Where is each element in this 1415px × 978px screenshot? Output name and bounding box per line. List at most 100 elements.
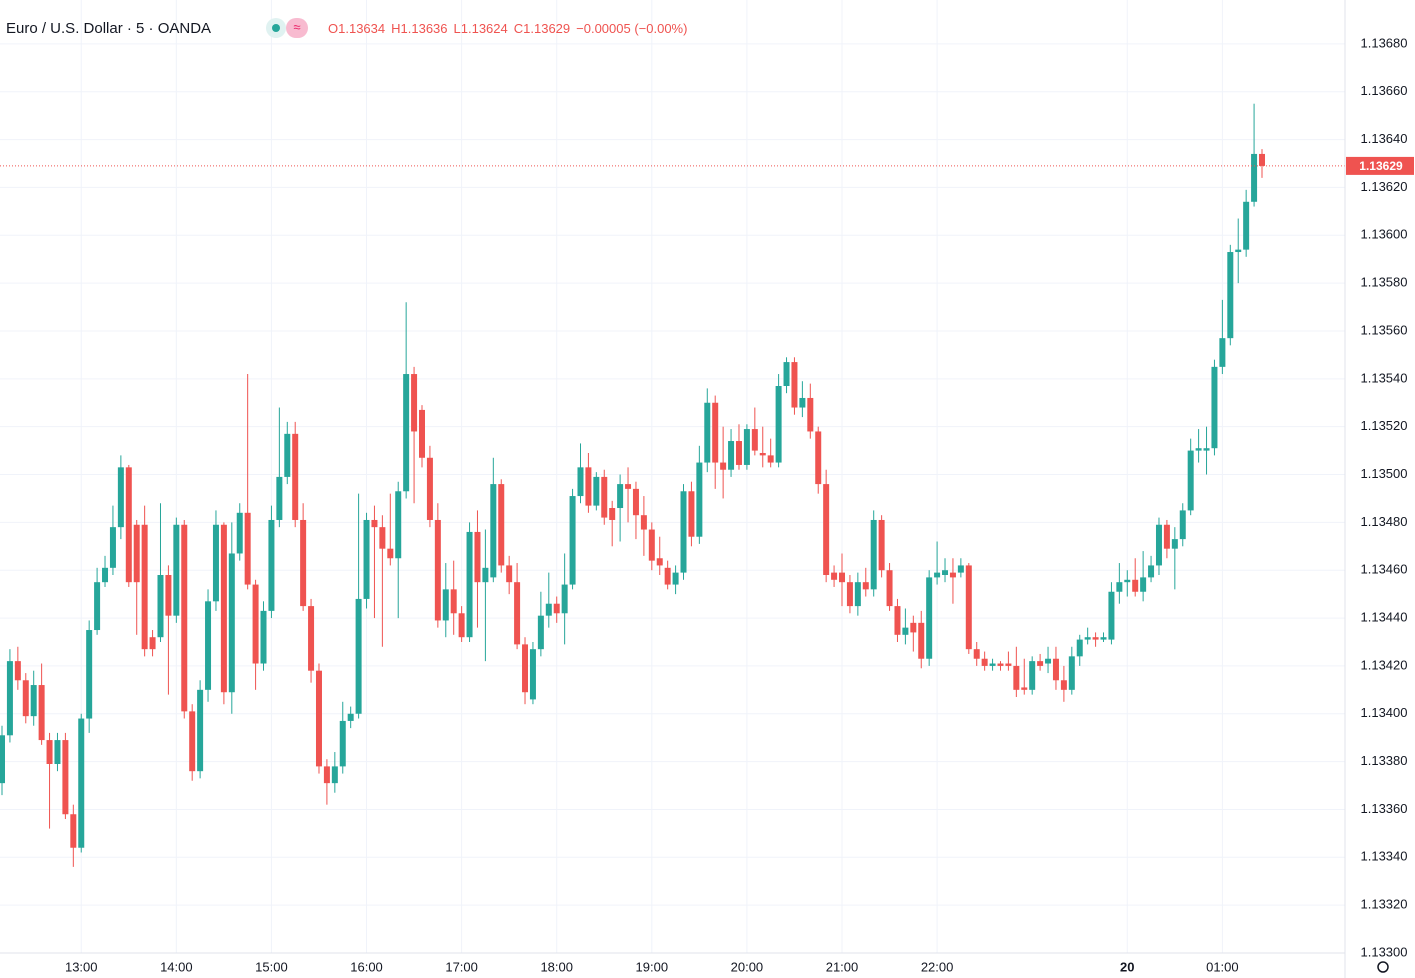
candle-body bbox=[878, 519, 885, 571]
candle-body bbox=[870, 519, 877, 590]
candle-body bbox=[926, 577, 933, 659]
status-dot bbox=[272, 24, 280, 32]
candle-body bbox=[522, 644, 529, 693]
candle-body bbox=[553, 603, 560, 614]
candle-body bbox=[696, 462, 703, 537]
candle-body bbox=[371, 519, 378, 528]
candle-body bbox=[973, 649, 980, 659]
candle-body bbox=[331, 766, 338, 784]
candle-body bbox=[514, 582, 521, 645]
candle-body bbox=[284, 433, 291, 477]
ohlc-key: O bbox=[328, 21, 338, 36]
candle-body bbox=[70, 814, 77, 848]
gear bbox=[1377, 961, 1389, 973]
candle-body bbox=[815, 431, 822, 485]
candle-body bbox=[38, 685, 45, 741]
last-price-tag bbox=[1346, 156, 1414, 175]
candle-body bbox=[1005, 663, 1012, 666]
candle-body bbox=[1227, 252, 1234, 339]
candle-body bbox=[902, 627, 909, 635]
candle-body bbox=[1116, 582, 1123, 592]
candle-body bbox=[1076, 639, 1083, 657]
candle-body bbox=[601, 476, 608, 518]
y-tick-label: 1.13400 bbox=[1361, 705, 1408, 720]
candle-body bbox=[14, 661, 21, 681]
candle-body bbox=[403, 374, 410, 492]
x-tick-label: 20:00 bbox=[731, 959, 764, 974]
settings-icon[interactable] bbox=[1377, 961, 1389, 973]
candle-body bbox=[1140, 577, 1147, 592]
candle-body bbox=[434, 519, 441, 621]
ohlc-legend: O1.13634 H1.13636 L1.13624 C1.13629 −0.00005… bbox=[328, 21, 687, 36]
y-tick-label: 1.13560 bbox=[1361, 322, 1408, 337]
candle-body bbox=[1163, 524, 1170, 549]
candle-body bbox=[688, 491, 695, 537]
candle-body bbox=[1092, 637, 1099, 640]
candle-body bbox=[743, 429, 750, 465]
last-price-label: 1.13629 bbox=[1359, 159, 1403, 173]
y-tick-label: 1.13380 bbox=[1361, 753, 1408, 768]
y-tick-label: 1.13500 bbox=[1361, 466, 1408, 481]
y-tick-label: 1.13360 bbox=[1361, 801, 1408, 816]
candle-body bbox=[712, 402, 719, 463]
candle-body bbox=[799, 397, 806, 408]
candle-body bbox=[292, 433, 299, 520]
candle-body bbox=[910, 622, 917, 633]
candle-body bbox=[228, 553, 235, 693]
candle-body bbox=[1179, 510, 1186, 540]
candle-body bbox=[482, 567, 489, 583]
x-tick-label: 17:00 bbox=[445, 959, 478, 974]
replay-icon[interactable] bbox=[286, 18, 308, 38]
candle-body bbox=[62, 740, 69, 815]
candle-body bbox=[347, 713, 354, 721]
candle-body bbox=[260, 610, 267, 664]
candle-body bbox=[862, 582, 869, 590]
x-tick-label: 21:00 bbox=[826, 959, 859, 974]
candle-body bbox=[1052, 658, 1059, 681]
candle-body bbox=[323, 766, 330, 784]
x-tick-label: 20 bbox=[1120, 959, 1134, 974]
ohlc-value: 1.13629 bbox=[523, 21, 570, 36]
candle-body bbox=[751, 429, 758, 451]
ohlc-value: 1.13636 bbox=[401, 21, 448, 36]
candle-body bbox=[537, 615, 544, 650]
candle-body bbox=[411, 374, 418, 432]
candle-body bbox=[308, 606, 315, 671]
candle-body bbox=[735, 441, 742, 465]
candle-body bbox=[1084, 637, 1091, 640]
candle-body bbox=[450, 589, 457, 614]
candle-body bbox=[1251, 153, 1258, 202]
candle-body bbox=[1235, 249, 1242, 253]
candle-body bbox=[989, 663, 996, 666]
candle-body bbox=[640, 515, 647, 530]
candle-body bbox=[625, 484, 632, 489]
candle-body bbox=[854, 582, 861, 607]
candle-body bbox=[823, 484, 830, 575]
candle-body bbox=[529, 649, 536, 700]
candle-body bbox=[680, 491, 687, 573]
candle-body bbox=[783, 362, 790, 386]
candle-body bbox=[1100, 637, 1107, 640]
candle-body bbox=[181, 524, 188, 712]
y-tick-label: 1.13440 bbox=[1361, 610, 1408, 625]
candle-body bbox=[173, 524, 180, 616]
candle-body bbox=[86, 630, 93, 719]
candle-body bbox=[807, 397, 814, 432]
y-tick-label: 1.13420 bbox=[1361, 657, 1408, 672]
candle-body bbox=[775, 386, 782, 463]
x-tick-label: 16:00 bbox=[350, 959, 383, 974]
y-tick-label: 1.13460 bbox=[1361, 562, 1408, 577]
candle-body bbox=[1132, 579, 1139, 592]
candle-body bbox=[1045, 658, 1052, 664]
candle-body bbox=[220, 524, 227, 693]
candle-body bbox=[165, 575, 172, 616]
candle-body bbox=[300, 519, 307, 607]
candle-body bbox=[1124, 579, 1131, 583]
candle-body bbox=[648, 529, 655, 561]
ohlc-change: −0.00005 (−0.00%) bbox=[576, 21, 687, 36]
candle-body bbox=[355, 598, 362, 714]
ohlc-key: H bbox=[391, 21, 400, 36]
candle-body bbox=[189, 711, 196, 772]
candle-body bbox=[46, 740, 53, 764]
